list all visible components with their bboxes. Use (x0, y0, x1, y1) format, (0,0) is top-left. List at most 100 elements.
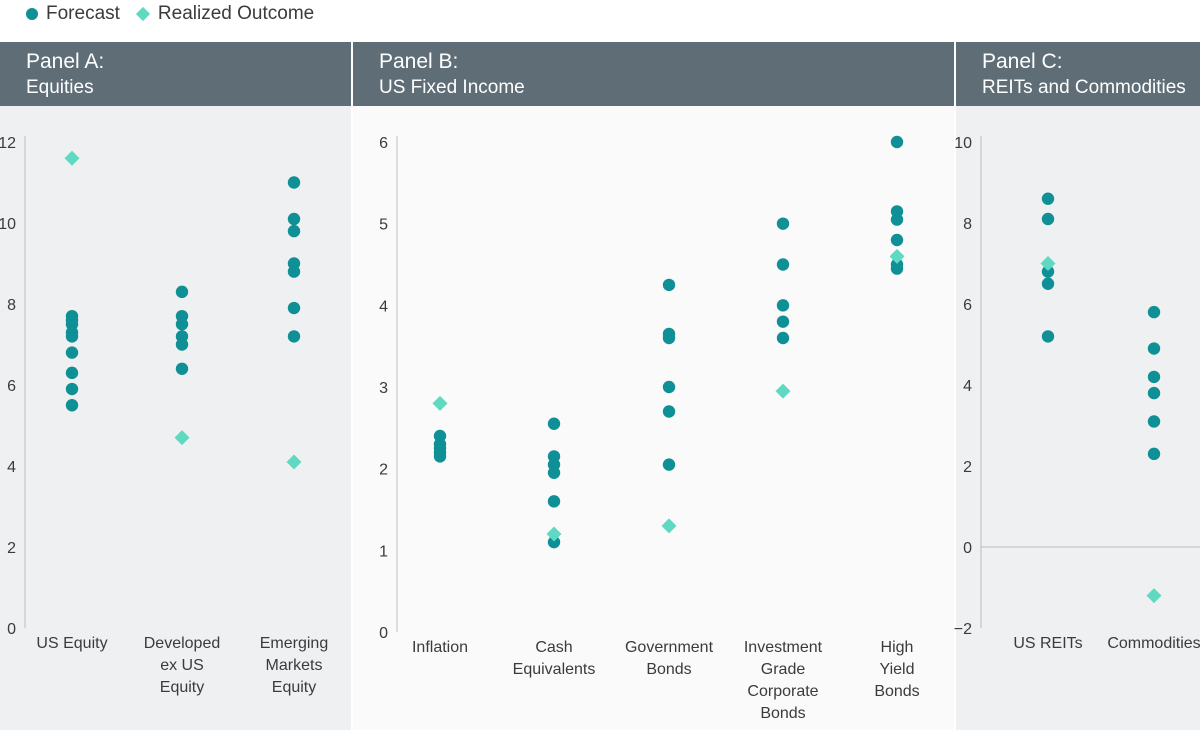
forecast-point (1041, 277, 1055, 290)
panel-a-subtitle: Equities (26, 77, 94, 98)
panel-a-header: Panel A: Equities (0, 42, 351, 106)
forecast-point (890, 262, 904, 275)
category-label: Bonds (646, 661, 691, 678)
y-tick-label: 0 (963, 540, 972, 557)
category-label: Investment (744, 639, 823, 656)
forecast-point (547, 535, 561, 549)
realized-point (174, 430, 190, 446)
forecast-point (1041, 330, 1055, 343)
forecast-point (1147, 342, 1161, 355)
forecast-point (662, 331, 676, 345)
realized-point (64, 150, 80, 166)
category-label: Bonds (874, 683, 919, 700)
legend-item-realized: Realized Outcome (135, 3, 315, 25)
forecast-point (1147, 370, 1161, 384)
realized-point (286, 454, 302, 470)
y-tick-label: 12 (0, 135, 16, 152)
legend-realized-label: Realized Outcome (157, 3, 315, 24)
forecast-point (547, 466, 561, 479)
panel-c-subtitle: REITs and Commodities (982, 77, 1186, 98)
category-label: Inflation (412, 639, 468, 656)
forecast-point (287, 224, 301, 238)
category-label: Yield (880, 661, 915, 678)
category-label: US REITs (1013, 635, 1082, 652)
forecast-point (175, 318, 189, 331)
panel-b-plot: 0 1 2 3 4 5 6 Inflation Cash Equivalents Governmen… (353, 106, 954, 730)
panel-b: Panel B: US Fixed Income 0 1 2 3 4 5 6 Inflatio… (353, 42, 954, 730)
forecast-point (890, 213, 904, 226)
panel-b-title: Panel B: (379, 50, 459, 73)
forecast-point (890, 233, 904, 247)
forecast-point (776, 217, 790, 230)
realized-point (432, 395, 448, 411)
category-label: Corporate (747, 683, 818, 700)
forecast-point (776, 315, 790, 328)
legend-forecast-label: Forecast (46, 3, 120, 24)
y-tick-label: 6 (379, 135, 388, 152)
y-tick-label: 2 (963, 459, 972, 476)
forecast-point (175, 285, 189, 299)
forecast-point (65, 382, 79, 396)
forecast-point (890, 135, 904, 149)
forecast-point (776, 258, 790, 271)
y-tick-label: 4 (379, 298, 388, 315)
y-tick-label: −2 (954, 621, 972, 638)
forecast-point (662, 380, 676, 394)
forecast-point (1147, 447, 1161, 461)
realized-point (661, 518, 677, 534)
forecast-point (662, 405, 676, 418)
forecast-point (287, 330, 301, 343)
panel-c: Panel C: REITs and Commodities −2 0 2 4 6 8 10… (954, 42, 1200, 730)
realized-point (775, 383, 791, 399)
forecast-point (65, 399, 79, 412)
forecast-point (175, 338, 189, 351)
category-label: Commodities (1107, 635, 1200, 652)
y-tick-label: 2 (379, 462, 388, 479)
forecast-point (433, 450, 447, 463)
realized-point (546, 526, 562, 542)
category-label: Equity (160, 679, 204, 696)
forecast-point (65, 366, 79, 380)
y-tick-label: 0 (7, 621, 16, 638)
forecast-point (547, 417, 561, 430)
y-tick-label: 5 (379, 217, 388, 234)
y-tick-label: 10 (954, 135, 972, 152)
forecast-dot-icon (26, 8, 38, 20)
forecast-point (287, 265, 301, 278)
forecast-point (287, 301, 301, 315)
legend: Forecast Realized Outcome (0, 0, 332, 28)
forecast-point (662, 458, 676, 471)
category-label: High (881, 639, 914, 656)
forecast-point (1147, 415, 1161, 428)
category-label: ex US (160, 657, 204, 674)
y-tick-label: 6 (963, 297, 972, 314)
y-tick-label: 10 (0, 216, 16, 233)
forecast-point (1147, 305, 1161, 319)
panel-a-plot: 0 2 4 6 8 10 12 US Equity Developed ex US Equity Em… (0, 106, 351, 730)
forecast-point (776, 331, 790, 345)
forecast-point (1041, 265, 1055, 278)
forecast-point (175, 362, 189, 375)
y-tick-label: 6 (7, 378, 16, 395)
forecast-point (547, 495, 561, 508)
y-tick-label: 8 (7, 297, 16, 314)
forecast-point (287, 176, 301, 189)
forecast-point (65, 346, 79, 359)
y-tick-label: 0 (379, 625, 388, 642)
y-tick-label: 4 (7, 459, 16, 476)
y-tick-label: 2 (7, 540, 16, 557)
forecast-point (776, 299, 790, 312)
y-tick-label: 4 (963, 378, 972, 395)
panel-b-subtitle: US Fixed Income (379, 77, 525, 98)
panel-c-plot: −2 0 2 4 6 8 10 US REITs Commodities (954, 106, 1200, 730)
category-label: Government (625, 639, 714, 656)
panel-c-title: Panel C: (982, 50, 1063, 73)
panel-b-chart: 0 1 2 3 4 5 6 Inflation Cash Equivalents Governmen… (379, 135, 920, 722)
legend-item-forecast: Forecast (26, 3, 120, 25)
panel-a-title: Panel A: (26, 50, 105, 73)
realized-point (1146, 588, 1162, 604)
category-label: US Equity (36, 635, 107, 652)
y-tick-label: 8 (963, 216, 972, 233)
category-label: Developed (144, 635, 221, 652)
y-tick-label: 1 (379, 543, 388, 560)
